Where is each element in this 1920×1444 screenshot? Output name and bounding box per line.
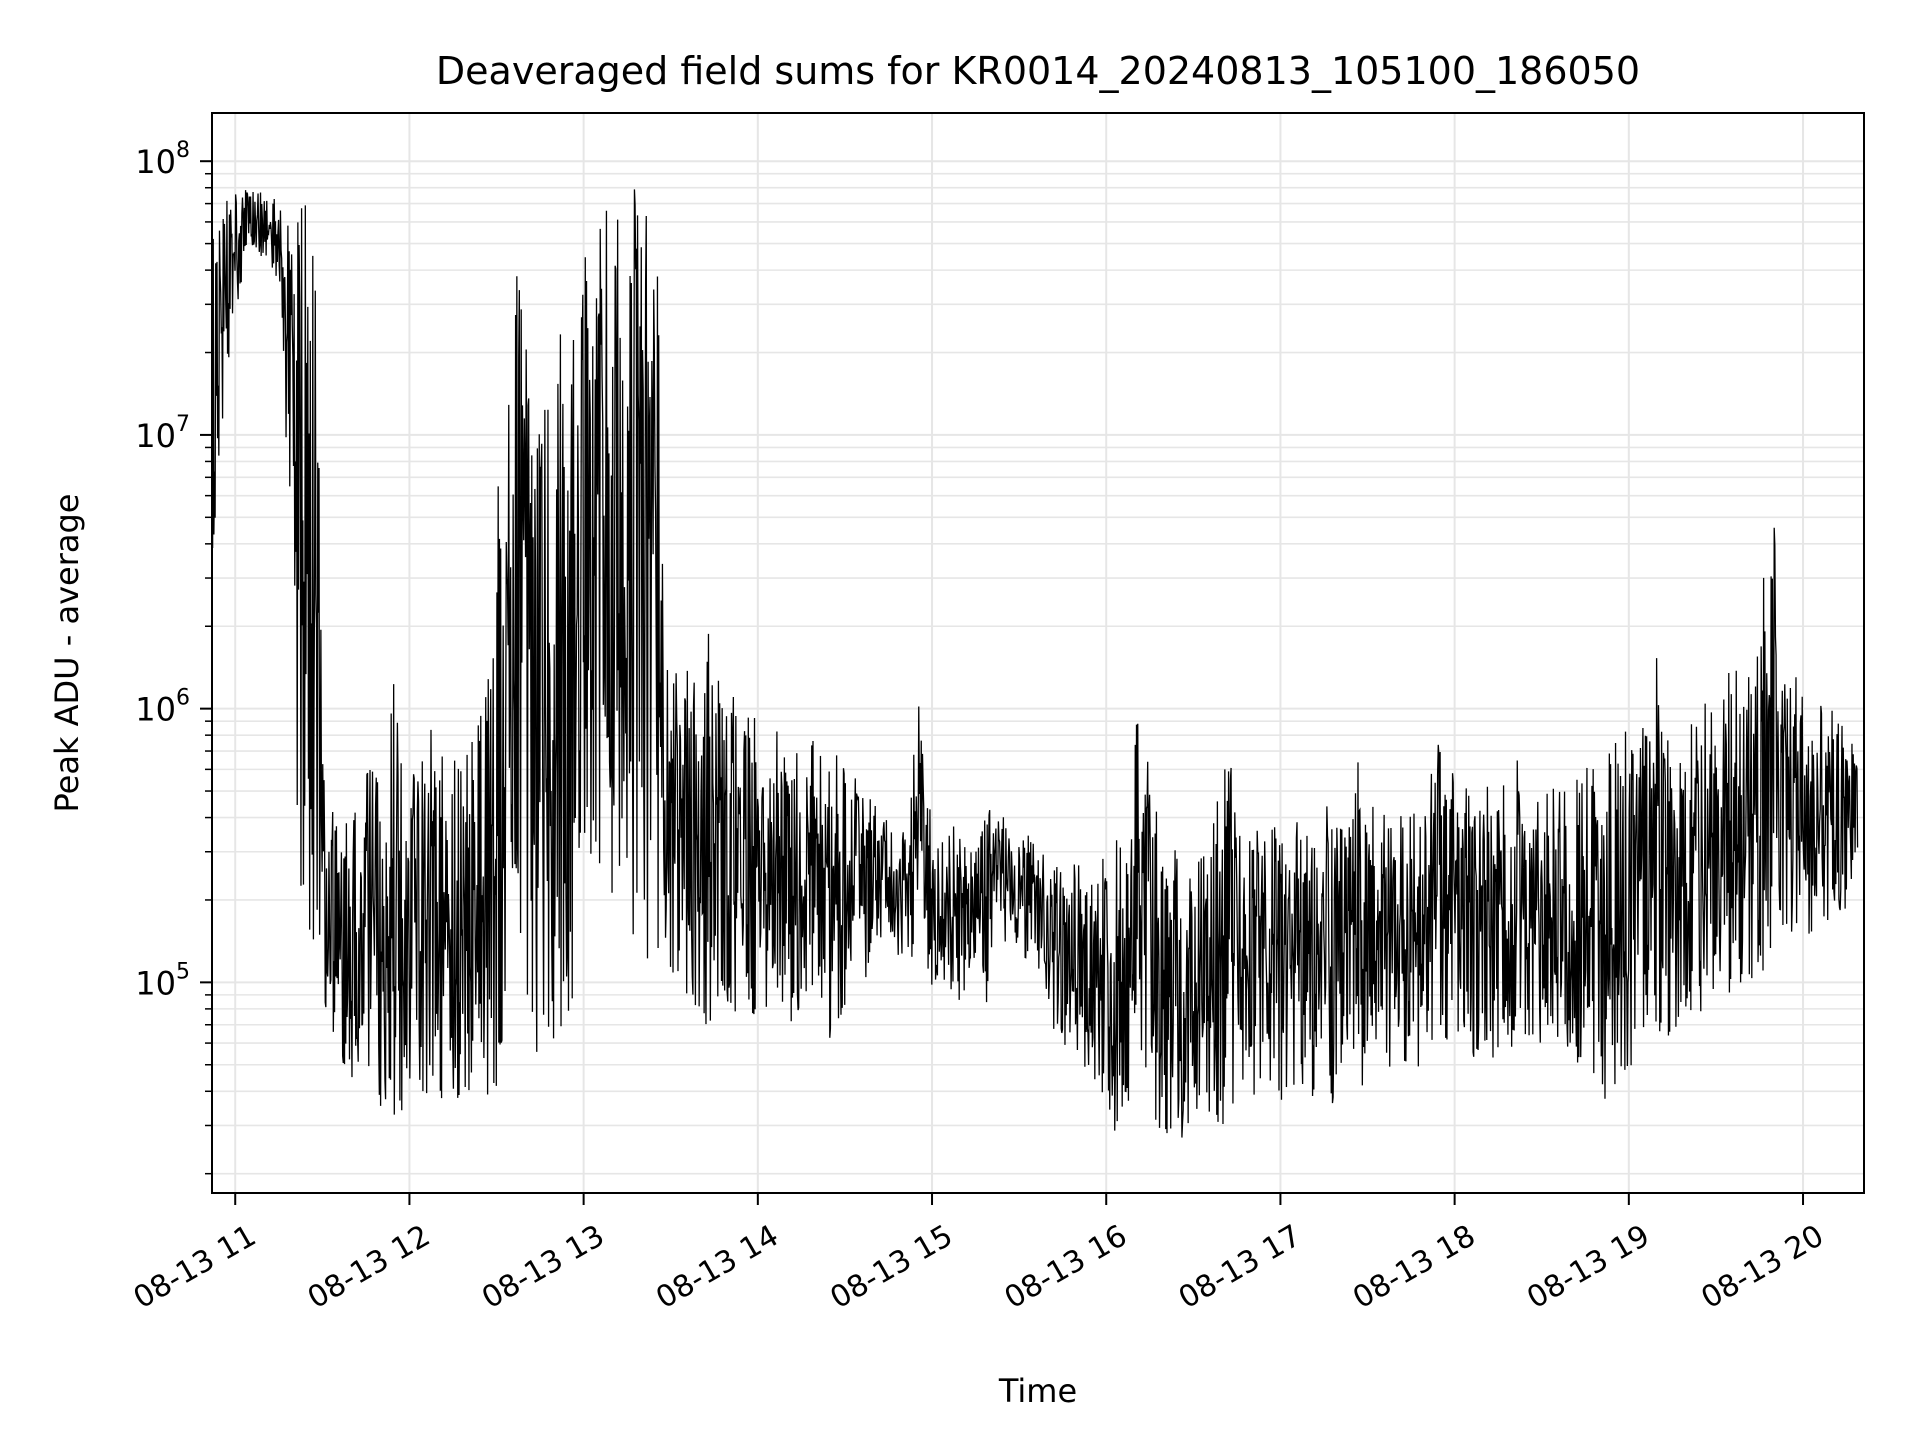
y-axis-label: Peak ADU - average (48, 494, 86, 813)
x-tick-label: 08-13 13 (476, 1218, 610, 1316)
y-tick-label: 107 (135, 412, 190, 455)
x-axis-label: Time (998, 1372, 1077, 1410)
y-tick-exponent: 5 (176, 959, 190, 984)
x-tick-label: 08-13 15 (825, 1218, 959, 1316)
plot-frame (211, 112, 1865, 1194)
y-tick-exponent: 7 (176, 412, 190, 437)
x-tick-label: 08-13 18 (1347, 1218, 1481, 1316)
y-tick-label: 108 (135, 138, 190, 181)
y-tick-base: 10 (135, 417, 176, 455)
y-tick-label: 106 (135, 686, 190, 729)
y-tick-exponent: 8 (176, 138, 190, 163)
chart-title: Deaveraged field sums for KR0014_2024081… (436, 49, 1640, 93)
series-line (211, 189, 1859, 1138)
y-tick-exponent: 6 (176, 686, 190, 711)
y-tick-base: 10 (135, 964, 176, 1002)
x-tick-label: 08-13 20 (1696, 1218, 1830, 1316)
y-tick-label: 105 (135, 959, 190, 1002)
x-tick-label: 08-13 16 (999, 1218, 1133, 1316)
x-tick-label: 08-13 19 (1521, 1218, 1655, 1316)
x-tick-label: 08-13 11 (128, 1218, 262, 1316)
y-tick-base: 10 (135, 143, 176, 181)
x-tick-label: 08-13 12 (302, 1218, 436, 1316)
x-tick-label: 08-13 17 (1173, 1218, 1307, 1316)
y-tick-base: 10 (135, 691, 176, 729)
x-axis: 08-13 11 08-13 12 08-13 13 08-13 14 08-13 15… (128, 1193, 1830, 1316)
x-tick-label: 08-13 14 (650, 1218, 784, 1316)
data-series (211, 189, 1859, 1138)
